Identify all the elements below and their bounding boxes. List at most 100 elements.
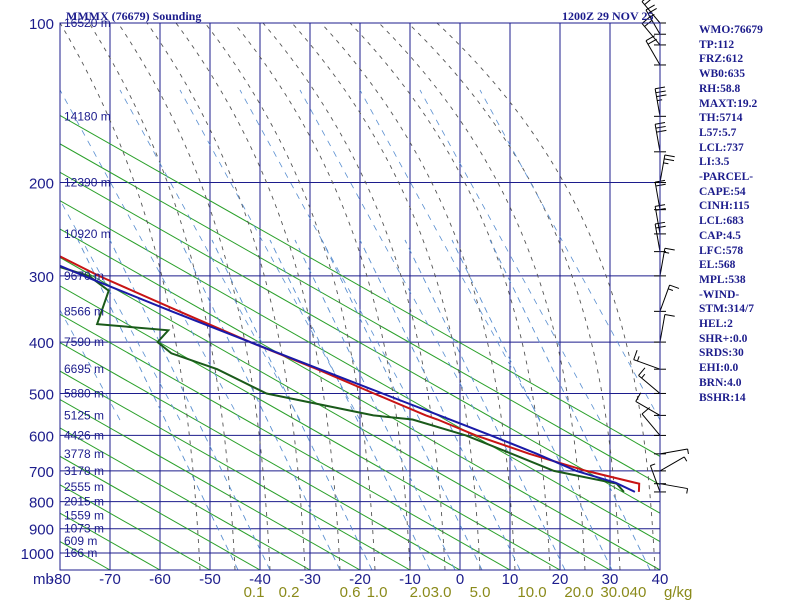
wind-barb-feather — [641, 16, 650, 24]
mixing-ratio-line — [119, 89, 301, 421]
wind-barb-feather — [656, 129, 667, 133]
pressure-tick-label: 900 — [29, 522, 54, 539]
pressure-tick-label: 800 — [29, 495, 54, 512]
height-label: 3178 m — [64, 464, 104, 478]
mixing-ratio-label: 10.0 — [517, 584, 546, 600]
wind-barb-feather — [663, 162, 669, 165]
station-title: MMMX (76679) Sounding — [66, 9, 202, 23]
dry-adiabat — [60, 256, 611, 570]
mixing-ratio-line — [299, 89, 481, 421]
temperature-tick-label: -70 — [99, 571, 121, 588]
height-label: 4426 m — [64, 428, 104, 442]
temperature-tick-label: -40 — [249, 571, 271, 588]
wind-barb-staff — [654, 88, 661, 117]
stat-line: CAP:4.5 — [699, 229, 741, 242]
wind-barb — [635, 392, 666, 416]
wind-barb-staff — [649, 465, 661, 493]
wind-barb-feather — [687, 448, 689, 454]
mixing-ratio-label: 40 — [630, 584, 647, 600]
stat-line: -PARCEL- — [699, 171, 754, 184]
wind-barb — [654, 122, 667, 153]
mixing-ratio-line — [419, 89, 601, 421]
wind-barb-feather — [645, 4, 655, 11]
wind-barb-staff — [645, 40, 661, 66]
mixing-ratio-line — [359, 89, 541, 421]
moist-adiabat — [349, 23, 551, 570]
wind-barb-staff — [659, 314, 666, 343]
temperature-tick-label: -10 — [399, 571, 421, 588]
stats-panel: WMO:76679 TP:112 FRZ:612 WB0:635 RH:58.8 MAXT… — [699, 23, 763, 405]
moist-adiabat — [436, 23, 656, 570]
stat-line: CAPE:54 — [699, 185, 746, 198]
temperature-tick-label: -30 — [299, 571, 321, 588]
moist-adiabat — [378, 23, 586, 570]
dry-adiabat — [60, 313, 511, 570]
wind-barb — [649, 463, 666, 493]
stat-line: BSHR:14 — [699, 391, 746, 404]
wind-barb-staff — [641, 23, 661, 46]
wind-barb-feather — [633, 350, 638, 360]
wind-barb-staff — [659, 448, 688, 455]
moist-adiabat — [262, 23, 446, 570]
wind-barb-feather — [668, 288, 674, 291]
mixing-ratio-label: 1.0 — [367, 584, 388, 600]
stat-line: TP:112 — [699, 38, 735, 51]
height-label: 8566 m — [64, 304, 104, 318]
stat-line: CINH:115 — [699, 200, 750, 213]
height-label: 14180 m — [64, 109, 111, 123]
dry-adiabat — [60, 484, 211, 570]
moist-adiabat — [88, 23, 236, 570]
wind-barb-staff — [654, 206, 661, 234]
dry-adiabat — [60, 200, 660, 543]
temperature-tick-label: 0 — [456, 571, 464, 588]
temperature-tick-label: -50 — [199, 571, 221, 588]
dry-adiabat — [60, 285, 561, 570]
wind-barb — [654, 456, 688, 472]
pressure-tick-label: 300 — [29, 269, 54, 286]
wind-barb — [654, 86, 667, 117]
height-label: 12390 m — [64, 176, 111, 190]
dry-adiabat — [60, 455, 261, 570]
stat-line: EHI:0.0 — [699, 362, 739, 375]
isotherm-grid — [60, 23, 660, 570]
stat-line: HEL:2 — [699, 318, 733, 331]
temperature-tick-label: -60 — [149, 571, 171, 588]
wind-barb — [654, 284, 680, 312]
stat-line: MPL:538 — [699, 273, 746, 286]
mixing-ratio-label: 2.0 — [410, 584, 431, 600]
stat-line: TH:5714 — [699, 112, 743, 125]
height-label: 166 m — [64, 546, 97, 560]
wind-barb-feather — [655, 183, 666, 187]
wind-barb — [654, 314, 675, 343]
wind-barb-feather — [636, 356, 640, 362]
stat-line: BRN:4.0 — [699, 376, 742, 389]
wind-barb-feather — [655, 90, 666, 94]
height-label: 10920 m — [64, 227, 111, 241]
stat-line: FRZ:612 — [699, 53, 744, 66]
mixing-ratio-line — [404, 239, 566, 570]
pressure-tick-label: 400 — [29, 335, 54, 352]
wind-barb-feather — [664, 251, 670, 254]
wind-barb — [638, 367, 666, 394]
wind-barb-staff — [659, 154, 666, 183]
stat-line: -WIND- — [699, 288, 740, 301]
dry-adiabats — [60, 114, 660, 570]
wind-barb-feather — [664, 154, 675, 158]
temperature-tick-label: 10 — [502, 571, 519, 588]
wind-barbs — [633, 0, 689, 494]
stat-line: MAXT:19.2 — [699, 97, 758, 110]
height-label: 1073 m — [64, 522, 104, 536]
moist-adiabat — [117, 23, 271, 570]
wind-barb-feather — [655, 225, 666, 229]
height-label: 2555 m — [64, 480, 104, 494]
wind-barb-feather — [664, 314, 675, 317]
height-label: 16520 m — [64, 16, 111, 30]
temperature-tick-label: -20 — [349, 571, 371, 588]
stat-line: SHR+:0.0 — [699, 332, 748, 345]
pressure-tick-label: 600 — [29, 428, 54, 445]
stat-line: RH:58.8 — [699, 82, 741, 95]
height-label: 609 m — [64, 534, 97, 548]
dry-adiabat — [60, 342, 461, 570]
wind-barb-feather — [641, 373, 646, 379]
